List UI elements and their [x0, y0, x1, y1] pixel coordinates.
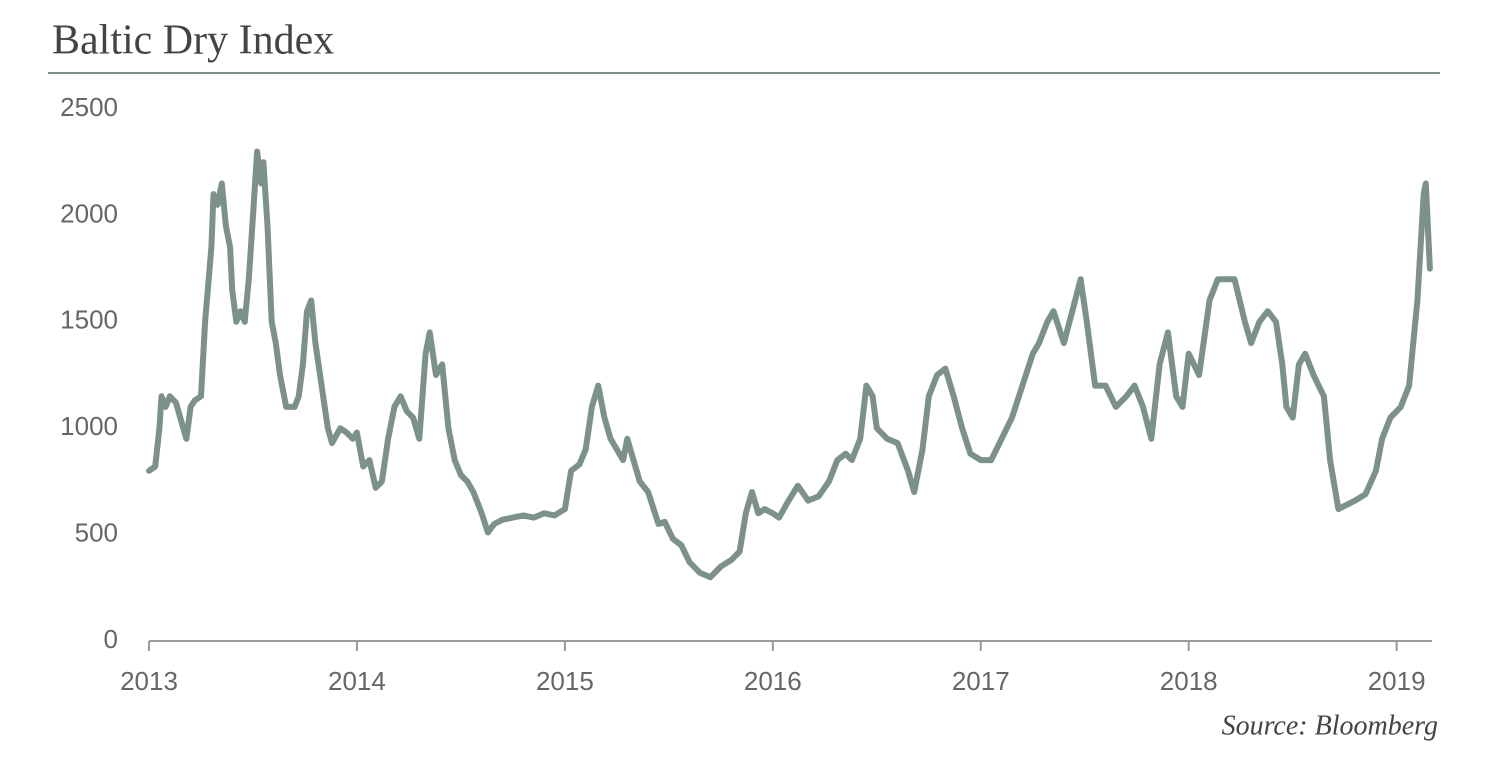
y-tick-label: 2500 — [60, 92, 118, 122]
chart-title: Baltic Dry Index — [52, 18, 334, 64]
x-tick-label: 2019 — [1368, 666, 1426, 696]
y-tick-label: 0 — [104, 624, 118, 654]
x-tick-label: 2013 — [120, 666, 178, 696]
x-tick-label: 2015 — [536, 666, 594, 696]
x-tick-label: 2016 — [744, 666, 802, 696]
x-tick-label: 2018 — [1160, 666, 1218, 696]
y-tick-label: 1000 — [60, 411, 118, 441]
x-tick-label: 2014 — [328, 666, 386, 696]
y-tick-label: 2000 — [60, 198, 118, 228]
y-tick-label: 500 — [75, 517, 118, 547]
source-note: Source: Bloomberg — [1222, 710, 1438, 741]
x-tick-label: 2017 — [952, 666, 1010, 696]
y-tick-label: 1500 — [60, 305, 118, 335]
data-line — [146, 148, 1433, 581]
